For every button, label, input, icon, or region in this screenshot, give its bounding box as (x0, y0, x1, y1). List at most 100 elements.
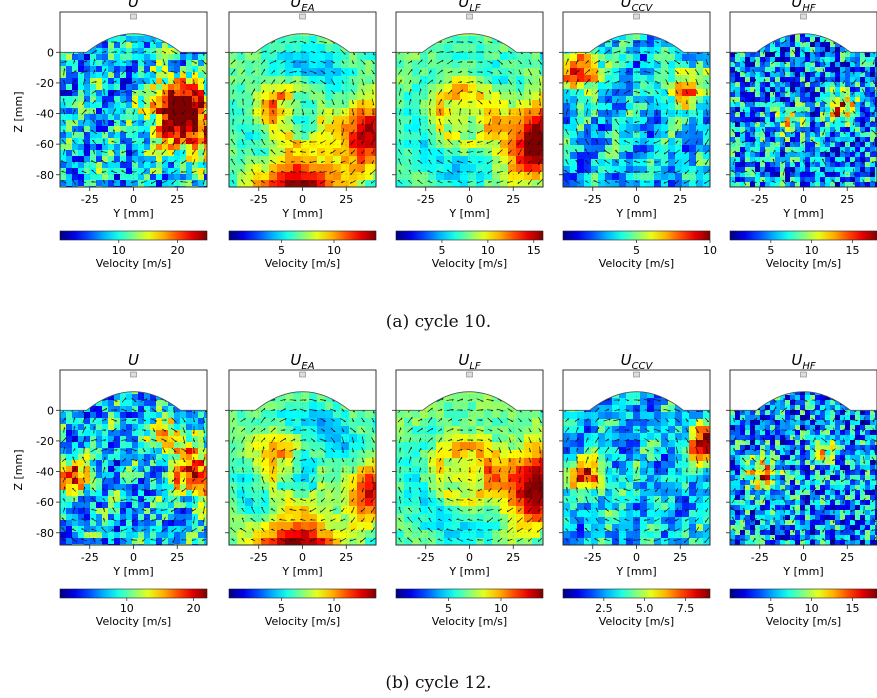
panel-cycle12-u: U 0 -20 -40 -60 -80 -25 0 25 Y [mm] Z [mm] 10 20 Velo… (12, 351, 208, 628)
x-tick-label: -25 (250, 193, 268, 206)
colorbar (395, 230, 544, 241)
x-tick-label: 25 (170, 193, 184, 206)
colorbar-tick-label: 5 (767, 602, 774, 615)
colorbar-label: Velocity [m/s] (265, 615, 340, 628)
colorbar-label: Velocity [m/s] (96, 257, 171, 270)
x-tick-label: -25 (584, 551, 602, 564)
x-tick-label: -25 (417, 193, 435, 206)
colorbar-tick-label: 15 (846, 244, 860, 257)
y-tick-label: -80 (36, 527, 54, 540)
x-tick-label: -25 (751, 551, 769, 564)
colorbar (395, 588, 544, 599)
panel-title: UCCV (621, 0, 654, 14)
caption-cycle-12: (b) cycle 12. (385, 673, 492, 693)
panel-title: ULF (458, 351, 481, 372)
spark-plug-icon (633, 13, 640, 20)
panel-title: ULF (458, 0, 481, 14)
x-tick-label: -25 (584, 193, 602, 206)
x-tick-label: 25 (339, 551, 353, 564)
y-tick-label: -20 (36, 77, 54, 90)
colorbar-tick-label: 10 (327, 244, 341, 257)
panel-title: UHF (791, 351, 816, 372)
x-tick-label: 25 (339, 193, 353, 206)
x-tick-label: 0 (800, 551, 807, 564)
colorbar-tick-label: 5 (438, 244, 445, 257)
y-tick-label: -60 (36, 138, 54, 151)
x-tick-label: -25 (250, 551, 268, 564)
velocity-vectors (730, 33, 877, 186)
colorbar (729, 230, 877, 241)
spark-plug-icon (299, 13, 306, 20)
colorbar-tick-label: 10 (805, 244, 819, 257)
colorbar-tick-label: 2.5 (595, 602, 613, 615)
colorbar (562, 230, 711, 241)
velocity-vectors (230, 391, 376, 543)
colorbar-tick-label: 5 (767, 244, 774, 257)
colorbar-tick-label: 7.5 (677, 602, 695, 615)
panel-title: U (128, 351, 139, 369)
colorbar-label: Velocity [m/s] (599, 257, 674, 270)
colorbar (59, 230, 208, 241)
velocity-field (229, 391, 376, 545)
panel-cycle10-u-hf: UHF -25 0 25 Y [mm] 5 10 15 Velocity [m/s] (726, 0, 877, 270)
x-axis-label: Y [mm] (448, 565, 489, 578)
colorbar (59, 588, 208, 599)
y-tick-label: -40 (36, 466, 54, 479)
x-tick-label: 0 (299, 551, 306, 564)
y-tick-label: -40 (36, 108, 54, 121)
x-tick-label: 25 (673, 193, 687, 206)
colorbar-tick-label: 20 (187, 602, 201, 615)
colorbar-label: Velocity [m/s] (432, 257, 507, 270)
y-axis-label: Z [mm] (12, 91, 25, 132)
velocity-field (563, 33, 710, 187)
x-tick-label: 0 (299, 193, 306, 206)
x-axis-label: Y [mm] (112, 207, 153, 220)
x-tick-label: 25 (170, 551, 184, 564)
x-tick-label: 0 (800, 193, 807, 206)
colorbar-label: Velocity [m/s] (766, 615, 841, 628)
y-tick-label: -80 (36, 169, 54, 182)
colorbar-tick-label: 15 (527, 244, 541, 257)
colorbar-tick-label: 10 (805, 602, 819, 615)
x-tick-label: 0 (633, 193, 640, 206)
velocity-vectors (61, 391, 207, 544)
velocity-vectors (230, 33, 376, 185)
velocity-field (730, 33, 877, 187)
colorbar-tick-label: 10 (703, 244, 717, 257)
x-axis-label: Y [mm] (281, 565, 322, 578)
panel-title: UEA (290, 0, 314, 14)
panel-title: UEA (290, 351, 314, 372)
x-tick-label: 0 (633, 551, 640, 564)
x-axis-label: Y [mm] (112, 565, 153, 578)
x-tick-label: 0 (130, 193, 137, 206)
velocity-field (396, 391, 543, 545)
colorbar-tick-label: 15 (846, 602, 860, 615)
panel-title: UHF (791, 0, 816, 14)
x-tick-label: 0 (130, 551, 137, 564)
colorbar-tick-label: 10 (120, 602, 134, 615)
x-tick-label: 25 (506, 551, 520, 564)
x-axis-label: Y [mm] (615, 565, 656, 578)
colorbar-tick-label: 5 (445, 602, 452, 615)
colorbar-tick-label: 5 (633, 244, 640, 257)
colorbar-tick-label: 5 (278, 602, 285, 615)
colorbar-tick-label: 10 (494, 602, 508, 615)
colorbar-tick-label: 20 (171, 244, 185, 257)
colorbar-label: Velocity [m/s] (96, 615, 171, 628)
velocity-field (563, 391, 710, 545)
spark-plug-icon (466, 13, 473, 20)
x-tick-label: 25 (840, 193, 854, 206)
x-tick-label: -25 (417, 551, 435, 564)
y-tick-label: 0 (47, 404, 54, 417)
spark-plug-icon (130, 13, 137, 20)
x-axis-label: Y [mm] (782, 565, 823, 578)
panel-title: UCCV (621, 351, 654, 372)
x-tick-label: -25 (81, 193, 99, 206)
x-tick-label: 0 (466, 193, 473, 206)
colorbar-tick-label: 5.0 (636, 602, 654, 615)
y-axis-label: Z [mm] (12, 449, 25, 490)
